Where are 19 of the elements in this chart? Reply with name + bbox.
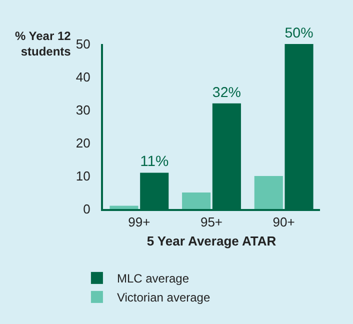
data-label: 11% [140,154,169,170]
x-tick-label: 99+ [128,214,150,230]
bar [254,176,283,209]
y-tick-label: 0 [83,202,90,217]
y-tick-label: 20 [76,136,90,151]
bar [182,192,211,209]
x-tick-label: 90+ [272,214,295,230]
bar [110,206,138,209]
legend-label: MLC average [116,272,190,286]
x-tick-label: 95+ [200,214,223,230]
x-axis-title: 5 Year Average ATAR [146,234,277,249]
y-tick-label: 30 [76,102,90,118]
y-tick-label: 10 [76,168,90,184]
data-label: 32% [212,85,242,102]
y-tick-label: 50 [76,36,90,52]
legend-label: Victorian average [116,290,210,305]
data-label: 50% [284,26,314,42]
y-tick-label: 40 [76,70,90,85]
y-axis-title: % Year 12 students [15,29,72,59]
